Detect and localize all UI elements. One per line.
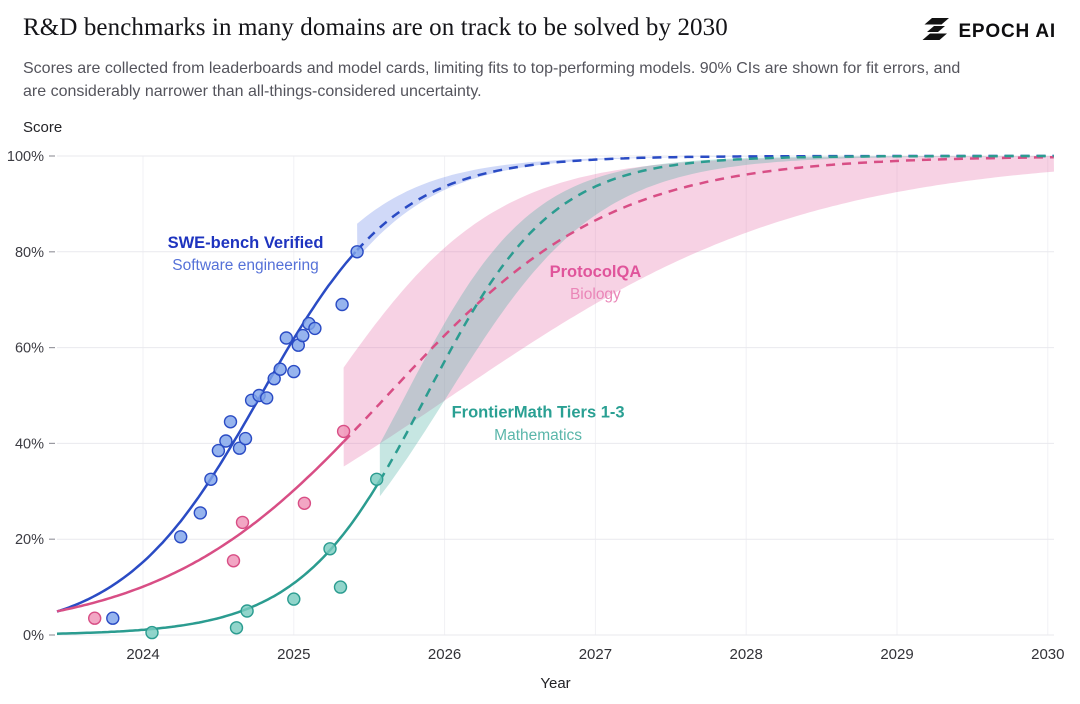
- swe-bench-verified-data-point: [308, 322, 322, 336]
- swe-bench-verified-data-point: [279, 331, 293, 346]
- swe-bench-verified-sublabel: Software engineering: [172, 257, 319, 274]
- swe-bench-verified-fit-line: [56, 251, 357, 614]
- swe-bench-verified-data-point: [193, 506, 208, 521]
- protocolqa-label: ProtocolQA: [550, 264, 642, 282]
- protocolqa-data-point: [235, 516, 250, 530]
- swe-bench-verified-data-point: [232, 441, 247, 456]
- x-tick-label: 2029: [880, 646, 913, 663]
- epoch-logo-text: EPOCH AI: [958, 20, 1056, 42]
- x-tick-label: 2025: [277, 646, 310, 663]
- protocolqa-ci-band: [343, 156, 1055, 467]
- swe-bench-verified-data-point: [219, 434, 233, 449]
- x-tick-label: 2028: [730, 646, 763, 663]
- swe-bench-verified-data-point: [204, 473, 218, 487]
- y-axis-title: Score: [23, 119, 63, 137]
- protocolqa-data-point: [226, 554, 241, 568]
- swe-bench-verified-data-point: [173, 530, 188, 544]
- page-title: R&D benchmarks in many domains are on tr…: [23, 14, 728, 41]
- swe-bench-verified-label: SWE-bench Verified: [168, 234, 324, 252]
- frontiermath-tiers-1-3-ci-band: [379, 156, 1054, 497]
- frontiermath-tiers-1-3-data-point: [333, 580, 348, 595]
- swe-bench-verified-data-point: [287, 365, 301, 379]
- header: R&D benchmarks in many domains are on tr…: [0, 0, 1080, 103]
- y-tick-label: 80%: [15, 245, 44, 261]
- x-tick-label: 2030: [1031, 646, 1064, 663]
- swe-bench-verified-data-point: [296, 329, 310, 343]
- y-tick-label: 100%: [7, 149, 44, 165]
- swe-bench-verified-data-point: [223, 415, 238, 429]
- chart-plot-area: SWE-bench Verified Software engineering Pr…: [7, 149, 1065, 692]
- x-axis-title: Year: [540, 675, 570, 692]
- frontiermath-tiers-1-3-data-point: [323, 542, 337, 556]
- frontiermath-tiers-1-3-label: FrontierMath Tiers 1-3: [452, 404, 625, 422]
- protocolqa-data-point: [297, 497, 312, 511]
- frontiermath-tiers-1-3-data-point: [370, 473, 384, 487]
- chart-subtitle: Scores are collected from leaderboards a…: [23, 60, 961, 100]
- frontiermath-tiers-1-3-sublabel: Mathematics: [494, 427, 582, 444]
- swe-bench-verified-data-point: [260, 391, 274, 406]
- epoch-ai-logo: EPOCH AI: [922, 17, 1056, 46]
- swe-bench-verified-data-point: [211, 444, 226, 458]
- frontiermath-tiers-1-3-projection-line: [378, 155, 1054, 482]
- frontiermath-tiers-1-3-data-point: [229, 621, 244, 635]
- protocolqa-sublabel: Biology: [570, 287, 621, 304]
- swe-bench-verified-data-point: [267, 372, 281, 386]
- title-row: R&D benchmarks in many domains are on tr…: [23, 14, 1056, 46]
- protocolqa-fit-line: [56, 441, 345, 613]
- x-tick-label: 2027: [579, 646, 612, 663]
- swe-bench-verified-data-point: [238, 432, 253, 446]
- x-tick-label: 2026: [428, 646, 461, 663]
- y-tick-label: 40%: [15, 437, 44, 453]
- frontiermath-tiers-1-3-data-point: [240, 604, 254, 619]
- swe-bench-verified-data-point: [335, 298, 349, 312]
- protocolqa-data-point: [336, 425, 351, 439]
- frontiermath-tiers-1-3-fit-line: [56, 480, 381, 636]
- x-tick-label: 2024: [126, 646, 159, 663]
- y-tick-label: 0%: [23, 628, 44, 644]
- swe-bench-verified-data-point: [350, 245, 364, 259]
- frontiermath-tiers-1-3-data-point: [287, 592, 301, 607]
- swe-bench-verified-data-point: [106, 611, 120, 626]
- y-tick-label: 60%: [15, 341, 44, 357]
- frontiermath-tiers-1-3-data-point: [145, 626, 159, 640]
- swe-bench-verified-data-point: [273, 362, 287, 377]
- epoch-logo-icon: [922, 17, 950, 46]
- y-tick-label: 20%: [15, 533, 44, 549]
- protocolqa-data-point: [87, 611, 102, 626]
- swe-bench-verified-projection-line: [356, 155, 1054, 252]
